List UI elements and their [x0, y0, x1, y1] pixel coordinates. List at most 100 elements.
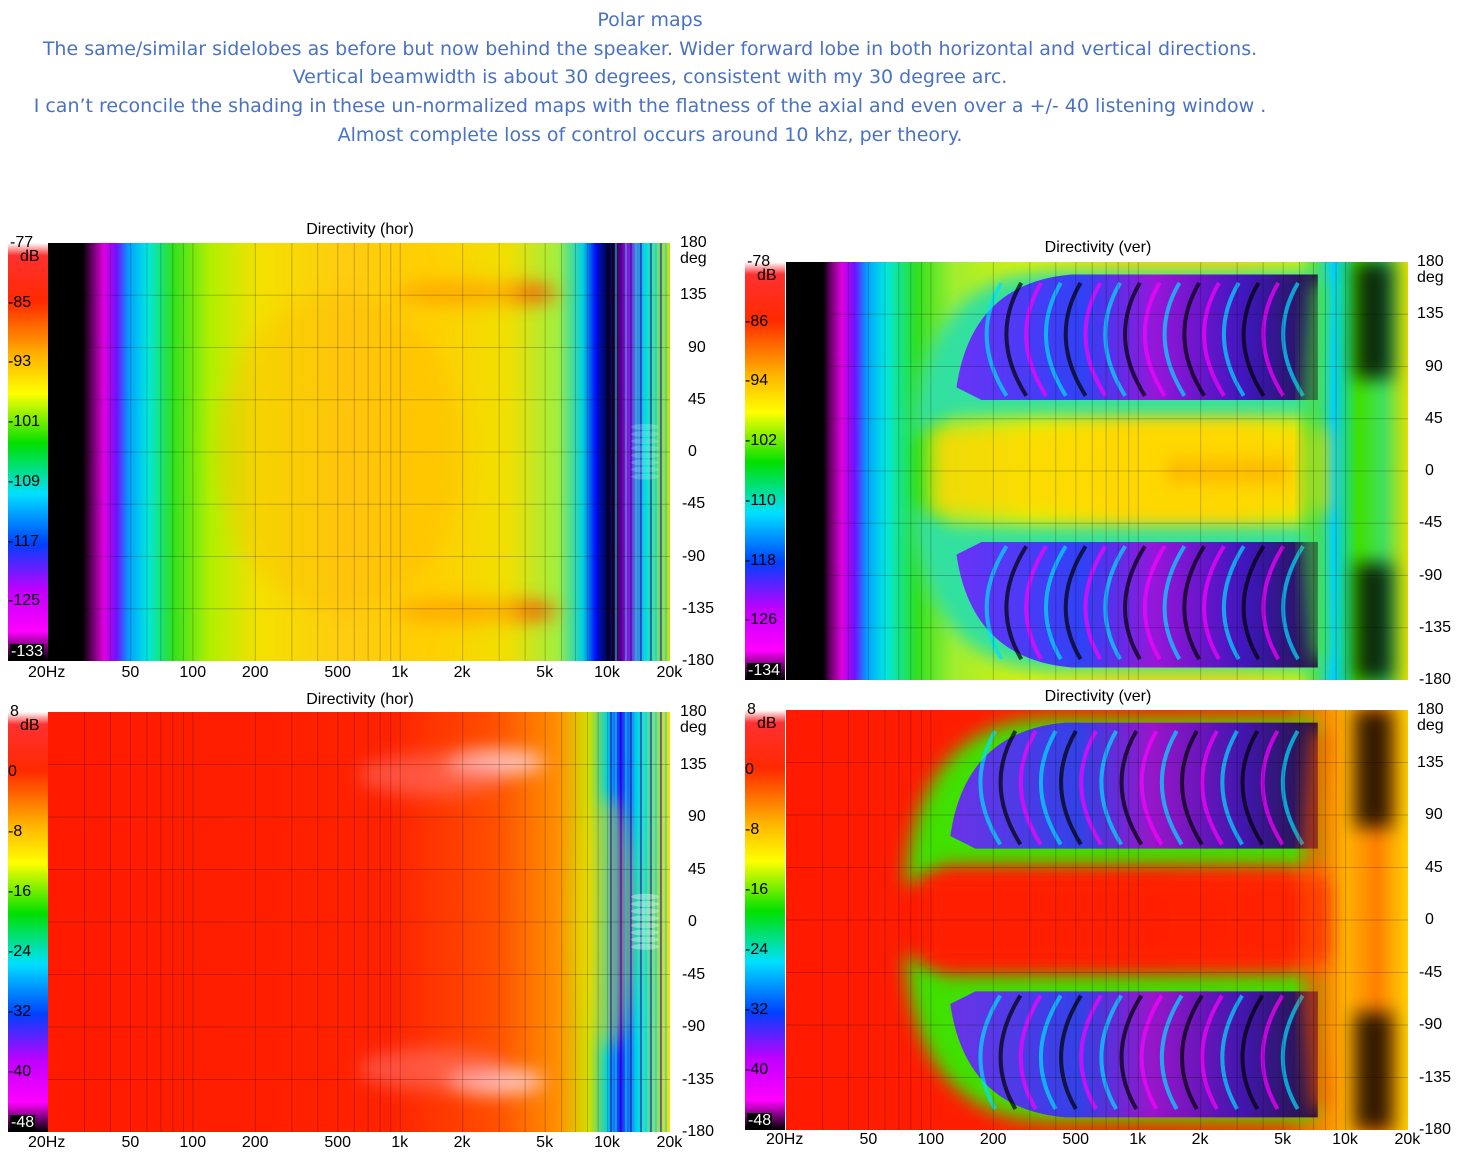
y-unit-label: deg [680, 250, 707, 267]
colorbar-tick-label: -93 [8, 353, 32, 371]
y-tick-label: -135 [682, 599, 715, 617]
heatmap-plot [48, 243, 670, 661]
colorbar-tick-label: -118 [745, 551, 776, 569]
y-tick-label: 0 [688, 443, 697, 460]
y-tick-label: -180 [1419, 1121, 1452, 1138]
y-tick-label: -135 [1419, 1068, 1452, 1086]
y-tick-label: 0 [1425, 911, 1434, 928]
y-unit-label: deg [680, 719, 707, 736]
colorbar-tick-label: -8 [8, 823, 23, 840]
slide-line-4: Almost complete loss of control occurs a… [337, 123, 963, 146]
y-tick-label: -90 [682, 547, 706, 565]
x-tick-label: 200 [241, 664, 269, 681]
heatmap-plot [786, 262, 1408, 680]
y-tick-label: 135 [1417, 753, 1444, 771]
y-tick-label: 45 [688, 390, 706, 408]
x-tick-label: 1k [1129, 1131, 1147, 1148]
y-tick-label: -45 [1419, 514, 1443, 532]
x-tick-label: 20k [656, 1134, 683, 1151]
colorbar-tick-label: -16 [745, 881, 769, 898]
colorbar-tick-label: -40 [745, 1061, 769, 1078]
colorbar-tick-label: -125 [8, 592, 41, 610]
colorbar-scale [745, 710, 785, 1130]
colorbar-unit-label: dB [20, 248, 40, 265]
colorbar-tick-label: -32 [745, 1001, 769, 1018]
y-tick-label: 135 [680, 286, 707, 304]
slide-line-2: Vertical beamwidth is about 30 degrees, … [292, 66, 1008, 89]
grid [786, 262, 1408, 680]
y-tick-label: -180 [682, 652, 715, 669]
x-tick-label: 20Hz [766, 1131, 804, 1148]
y-tick-label: -90 [1419, 566, 1443, 584]
x-tick-label: 5k [536, 1134, 554, 1151]
colorbar [745, 710, 785, 1130]
colorbar-tick-label: -134 [747, 662, 782, 679]
colorbar-tick-label: 0 [745, 761, 754, 778]
y-tick-label: -45 [1419, 963, 1443, 981]
x-tick-label: 20Hz [28, 1134, 66, 1151]
x-tick-label: 5k [536, 664, 554, 681]
colorbar-tick-label: -117 [8, 532, 39, 550]
heatmap-plot [48, 712, 670, 1132]
y-tick-label: 135 [1417, 305, 1444, 323]
colorbar-tick-label: -133 [10, 643, 45, 660]
colorbar-tick-label: -102 [745, 432, 778, 450]
grid [48, 712, 670, 1132]
colorbar-tick-label: -8 [745, 821, 760, 838]
x-tick-label: 100 [179, 1134, 207, 1151]
slide-text: Polar maps The same/similar sidelobes as… [0, 6, 1300, 150]
y-tick-label: 135 [680, 755, 707, 773]
y-tick-label: 90 [688, 338, 706, 356]
x-tick-label: 200 [979, 1131, 1007, 1148]
colorbar-unit-label: dB [757, 715, 777, 732]
y-tick-label: 45 [688, 860, 706, 878]
chart-title: Directivity (hor) [306, 691, 414, 708]
y-tick-label: -45 [682, 495, 706, 513]
x-tick-label: 20Hz [28, 664, 66, 681]
y-tick-label: -180 [682, 1123, 715, 1140]
colorbar-scale [8, 712, 48, 1132]
y-tick-label: 0 [1425, 462, 1434, 479]
colorbar-tick-label: -78 [747, 253, 771, 270]
x-tick-label: 100 [179, 664, 207, 681]
y-tick-label: 180 [680, 703, 707, 720]
colorbar-tick-label: -48 [747, 1112, 773, 1129]
colorbar-tick-label: -24 [745, 941, 769, 958]
colorbar-tick-label: -77 [10, 234, 34, 251]
chart-title: Directivity (hor) [306, 221, 414, 238]
x-tick-label: 10k [594, 664, 620, 681]
x-tick-label: 2k [1191, 1131, 1209, 1148]
heatmap-field [48, 712, 670, 1132]
x-tick-label: 50 [121, 664, 140, 681]
x-tick-label: 2k [453, 1134, 471, 1151]
colorbar-unit-label: dB [20, 717, 40, 734]
x-tick-label: 1k [391, 1134, 409, 1151]
x-tick-label: 20k [656, 664, 683, 681]
colorbar-tick-label: -126 [745, 611, 778, 629]
colorbar-tick-label: -101 [8, 413, 41, 431]
x-tick-label: 500 [324, 664, 352, 681]
colorbar-tick-label: -109 [8, 472, 41, 490]
x-tick-label: 50 [859, 1131, 878, 1148]
x-tick-label: 1k [391, 664, 409, 681]
colorbar-tick-label: -94 [745, 372, 769, 390]
y-tick-label: 0 [688, 913, 697, 930]
colorbar [8, 712, 48, 1132]
colorbar-tick-label: -40 [8, 1063, 32, 1080]
colorbar-tick-label: -110 [745, 491, 776, 509]
slide-line-1: The same/similar sidelobes as before but… [42, 37, 1258, 60]
colorbar-tick-label: 8 [10, 703, 19, 720]
colorbar-tick-label: -16 [8, 883, 32, 900]
colorbar-scale [8, 243, 48, 661]
y-unit-label: deg [1417, 269, 1444, 286]
heatmap-plot [786, 710, 1408, 1130]
y-tick-label: -45 [682, 965, 706, 983]
colorbar-tick-label: -24 [8, 943, 32, 960]
y-tick-label: 90 [1425, 357, 1443, 375]
y-tick-label: 180 [1417, 253, 1444, 270]
x-tick-label: 10k [1332, 1131, 1358, 1148]
colorbar-tick-label: -86 [745, 312, 769, 330]
y-tick-label: -90 [682, 1018, 706, 1035]
grid [48, 243, 670, 661]
y-tick-label: -180 [1419, 671, 1452, 688]
